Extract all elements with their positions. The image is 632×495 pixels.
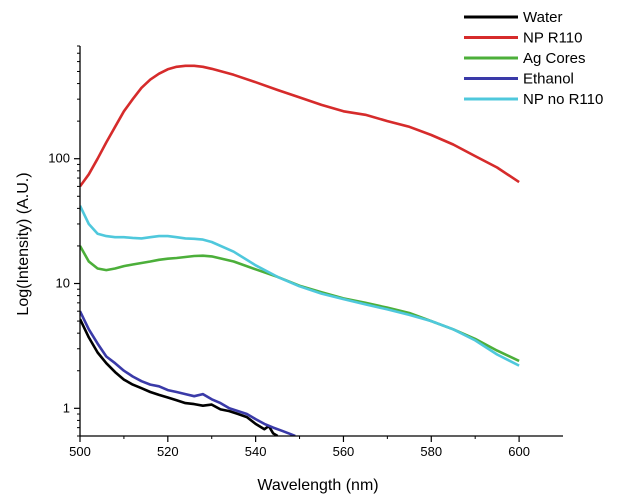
x-tick-label: 500 bbox=[69, 444, 91, 459]
series-line-np-r110 bbox=[80, 64, 520, 188]
x-tick-label: 560 bbox=[333, 444, 355, 459]
x-tick-label: 600 bbox=[508, 444, 530, 459]
legend-label-water: Water bbox=[523, 9, 562, 26]
y-tick-label: 1 bbox=[63, 400, 70, 415]
legend-label-ag-cores: Ag Cores bbox=[523, 50, 586, 67]
legend-label-np-r110: NP R110 bbox=[523, 30, 582, 47]
x-tick-label: 540 bbox=[245, 444, 267, 459]
legend-label-np-no-r110: NP no R110 bbox=[523, 91, 603, 108]
series-line-ag-cores bbox=[80, 245, 520, 363]
x-tick-label: 580 bbox=[420, 444, 442, 459]
ticks: 500 520 540 560 580 600 1 10 100 bbox=[48, 45, 530, 459]
series-line-ethanol bbox=[80, 310, 296, 436]
plot-lines bbox=[80, 64, 520, 436]
legend: Water NP R110 Ag Cores Ethanol NP no R110 bbox=[464, 9, 603, 108]
x-axis-title: Wavelength (nm) bbox=[257, 477, 378, 494]
y-axis-title: Log(Intensity) (A.U.) bbox=[15, 172, 32, 315]
series-line-water bbox=[80, 318, 279, 436]
y-tick-label: 10 bbox=[56, 276, 70, 291]
x-tick-label: 520 bbox=[157, 444, 179, 459]
series-line-np-no-r110 bbox=[80, 205, 520, 367]
legend-label-ethanol: Ethanol bbox=[523, 71, 574, 88]
y-tick-label: 100 bbox=[48, 151, 70, 166]
